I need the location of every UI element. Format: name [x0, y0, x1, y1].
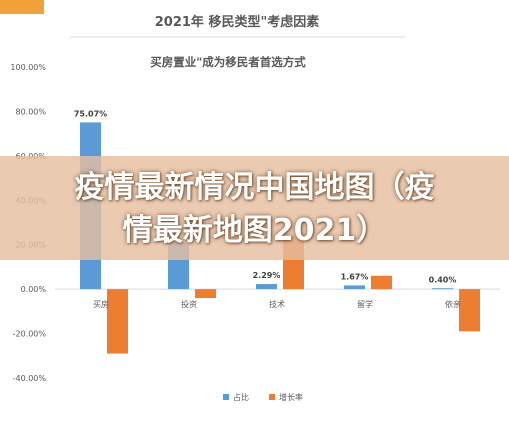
bar-growth — [107, 289, 128, 354]
data-label: 75.07% — [74, 109, 107, 118]
bar-growth — [371, 275, 392, 290]
bar-share — [344, 285, 365, 290]
banner-headline[interactable]: 疫情最新情况中国地图（疫 情最新地图2021） — [0, 166, 509, 252]
y-tick-label: 80.00% — [15, 107, 46, 116]
overlay-banner — [0, 156, 509, 260]
banner-line-2: 情最新地图2021） — [122, 213, 387, 248]
y-tick-label: -40.00% — [13, 374, 47, 383]
y-tick-label: 100.00% — [10, 63, 46, 72]
data-label: 2.29% — [253, 271, 281, 280]
y-tick-label: -20.00% — [13, 330, 47, 339]
data-label: 0.40% — [429, 275, 457, 284]
y-tick-label: 0.00% — [21, 285, 47, 294]
banner-line-1: 疫情最新情况中国地图（疫 — [74, 170, 435, 205]
legend-label: 占比 — [233, 392, 249, 402]
x-category-label: 买房 — [93, 299, 109, 309]
x-category-label: 依亲 — [445, 299, 461, 309]
bar-growth — [459, 289, 480, 332]
data-label: 1.67% — [341, 272, 369, 281]
bar-share — [432, 288, 453, 290]
x-category-label: 投资 — [181, 299, 197, 309]
corner-accent — [0, 0, 44, 14]
chart-title: 2021年 移民类型"考虑因素 — [155, 14, 319, 30]
bar-growth — [195, 289, 216, 299]
chart-subtitle: 买房置业"成为移民者首选方式 — [150, 55, 306, 69]
legend-swatch — [269, 394, 275, 400]
x-category-label: 留学 — [357, 299, 373, 309]
legend-label: 增长率 — [279, 392, 303, 402]
bar-share — [256, 284, 277, 290]
x-category-label: 技术 — [269, 299, 285, 309]
legend-swatch — [223, 394, 229, 400]
